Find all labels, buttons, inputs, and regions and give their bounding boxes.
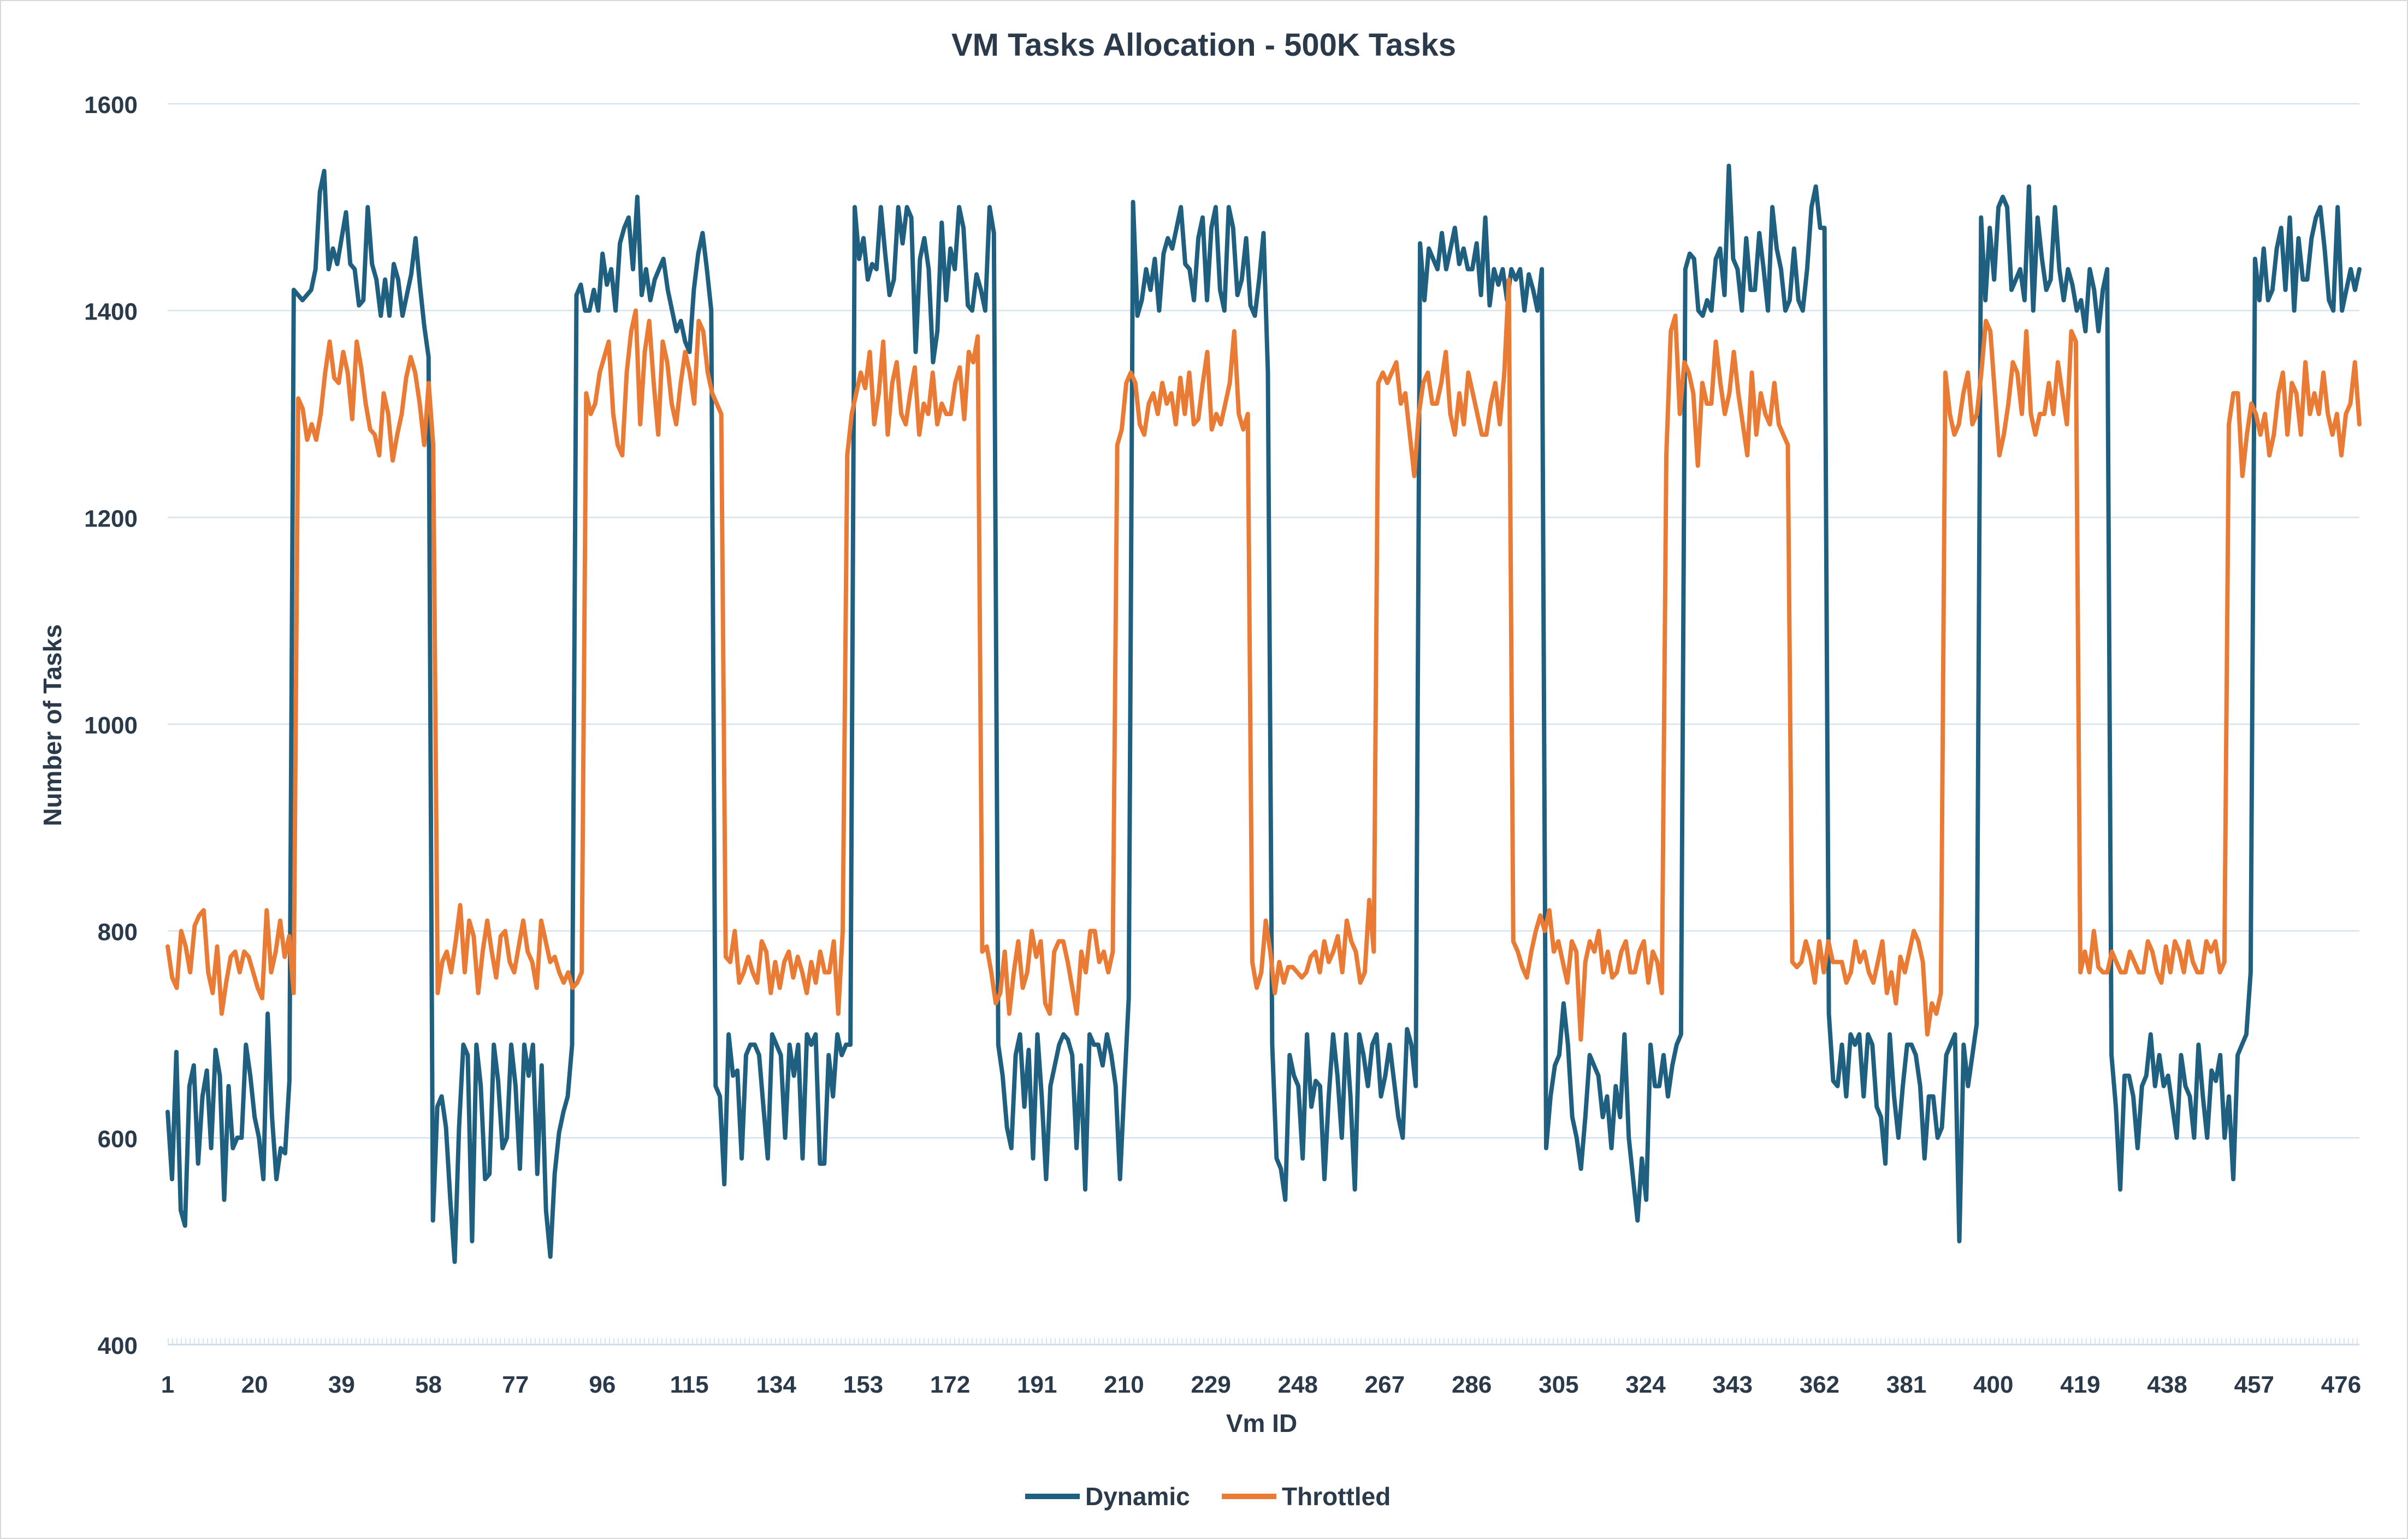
- x-tick-label: 20: [241, 1371, 268, 1398]
- x-tick-label: 305: [1539, 1371, 1578, 1398]
- x-tick-label: 210: [1104, 1371, 1144, 1398]
- y-tick-label: 1400: [84, 299, 138, 325]
- chart-title: VM Tasks Allocation - 500K Tasks: [951, 27, 1456, 63]
- x-tick-label: 153: [843, 1371, 883, 1398]
- y-tick-label: 800: [98, 919, 138, 946]
- y-tick-label: 1200: [84, 505, 138, 532]
- x-tick-label: 438: [2147, 1371, 2187, 1398]
- y-tick-label: 1600: [84, 92, 138, 119]
- y-tick-label: 600: [98, 1126, 138, 1152]
- series-line-dynamic: [165, 163, 2362, 1264]
- x-tick-label: 343: [1713, 1371, 1753, 1398]
- x-tick-label: 96: [589, 1371, 616, 1398]
- x-axis: [168, 1338, 2359, 1346]
- x-tick-label: 191: [1017, 1371, 1057, 1398]
- legend-label-dynamic: Dynamic: [1085, 1482, 1190, 1511]
- x-tick-label: 419: [2060, 1371, 2100, 1398]
- x-tick-label: 267: [1365, 1371, 1405, 1398]
- x-tick-label: 77: [502, 1371, 529, 1398]
- x-axis-title: Vm ID: [1226, 1409, 1297, 1437]
- x-tick-label: 400: [1973, 1371, 2013, 1398]
- x-tick-label: 39: [328, 1371, 355, 1398]
- y-tick-label: 1000: [84, 712, 138, 739]
- x-tick-label: 324: [1625, 1371, 1666, 1398]
- x-tick-label: 362: [1800, 1371, 1839, 1398]
- x-tick-label: 248: [1278, 1371, 1318, 1398]
- x-axis-ticks: 1 20 39 58 77 96 115 134 153 172 191 210 229 248 267 28…: [161, 1371, 2361, 1398]
- y-axis-title: Number of Tasks: [38, 624, 67, 826]
- x-tick-label: 172: [930, 1371, 970, 1398]
- y-axis: 400 600 800 1000 1200 1400 1600: [84, 92, 138, 1359]
- x-tick-label: 58: [415, 1371, 442, 1398]
- x-tick-label: 1: [161, 1371, 174, 1398]
- series-lines: [165, 163, 2362, 1264]
- x-tick-label: 229: [1191, 1371, 1230, 1398]
- legend: Dynamic Throttled: [1025, 1482, 1391, 1511]
- gridlines: [168, 103, 2359, 1139]
- series-line-throttled: [165, 277, 2362, 1042]
- x-tick-label: 134: [756, 1371, 797, 1398]
- x-tick-label: 457: [2234, 1371, 2274, 1398]
- y-tick-label: 400: [98, 1333, 138, 1359]
- x-tick-label: 476: [2321, 1371, 2361, 1398]
- x-tick-label: 381: [1886, 1371, 1926, 1398]
- x-tick-label: 286: [1452, 1371, 1492, 1398]
- x-tick-label: 115: [670, 1371, 709, 1398]
- legend-label-throttled: Throttled: [1282, 1482, 1391, 1511]
